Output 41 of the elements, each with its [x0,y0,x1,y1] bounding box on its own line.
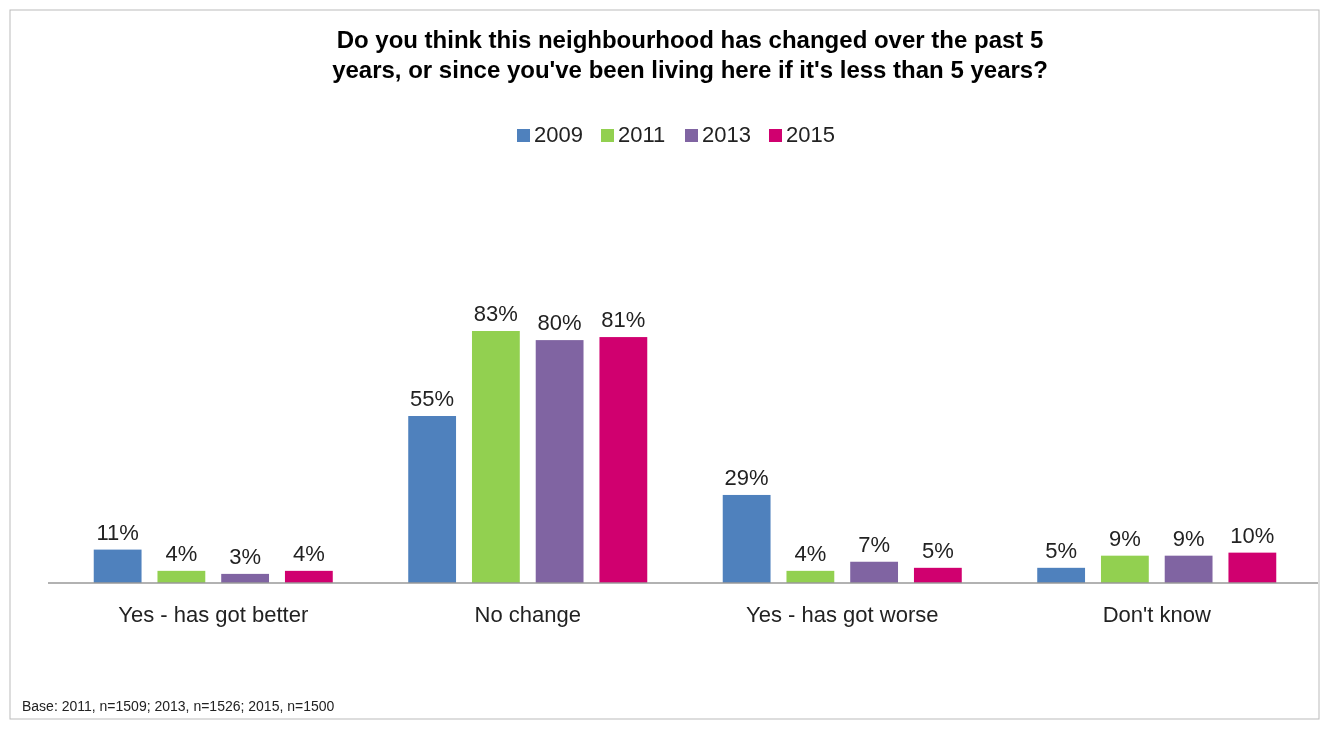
x-tick-label: Don't know [1102,602,1211,627]
x-tick-label: Yes - has got worse [746,602,939,627]
bar [1228,552,1277,583]
bar [850,561,899,583]
x-tick-label: Yes - has got better [118,602,309,627]
data-label: 5% [921,537,954,563]
bar [535,340,584,583]
data-label: 29% [724,464,769,490]
data-label: 9% [1172,525,1205,551]
bar [1037,567,1086,583]
bar [93,549,142,583]
data-label: 83% [473,301,518,326]
bar [284,570,333,583]
bar [157,570,206,583]
legend-label: 2009 [534,122,583,147]
data-label: 4% [292,540,325,566]
bar [1100,555,1149,583]
data-label: 55% [410,386,455,412]
data-label: 80% [537,310,582,336]
data-label: 4% [794,540,827,566]
bar [786,570,835,583]
legend-label: 2015 [786,122,835,147]
bar [471,331,520,583]
chart-title: Do you think this neighbourhood has changed over the past 5 years, or since you've been living here if it's less than 5 years? [332,26,1048,83]
bar [913,567,962,583]
data-label: 4% [165,540,198,566]
legend-label: 2013 [702,122,751,147]
data-label: 10% [1230,522,1275,548]
bar [722,494,771,583]
data-label: 11% [96,519,139,545]
data-label: 5% [1045,537,1078,563]
bar [599,337,648,583]
text: Base: 2011, n=1509; 2013, n=1526; 2015, n=1500 [22,698,335,714]
bar [1164,555,1213,583]
x-tick-label: No change [474,602,581,627]
data-label: 3% [229,543,262,569]
data-label: 9% [1108,525,1141,551]
data-label: 81% [601,307,646,333]
bar [408,416,457,583]
data-label: 7% [858,531,891,557]
legend-label: 2011 [618,122,666,147]
